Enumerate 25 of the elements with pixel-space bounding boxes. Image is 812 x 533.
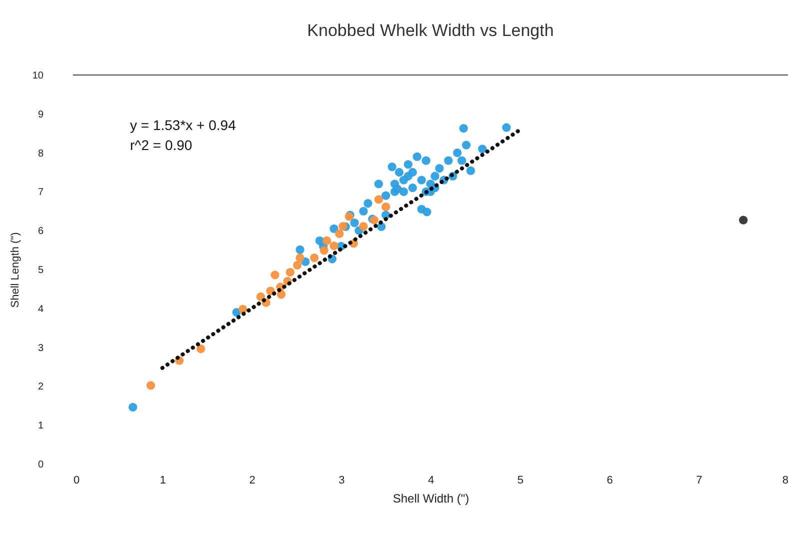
x-tick-label: 7 bbox=[696, 474, 702, 486]
y-tick-label: 0 bbox=[38, 460, 44, 470]
y-axis-title: Shell Length (") bbox=[9, 232, 22, 308]
y-tick-label: 3 bbox=[38, 342, 44, 354]
annotation: y = 1.53*x + 0.94 bbox=[130, 117, 236, 133]
x-tick-label: 4 bbox=[428, 474, 434, 486]
y-tick-label: 7 bbox=[38, 187, 44, 198]
x-tick-label: 8 bbox=[782, 474, 788, 486]
x-tick-label: 5 bbox=[517, 474, 524, 486]
annotation: r^2 = 0.90 bbox=[130, 137, 192, 153]
y-tick-label: 9 bbox=[38, 109, 44, 120]
x-tick-label: 6 bbox=[606, 474, 613, 486]
y-tick-label: 6 bbox=[38, 226, 44, 238]
x-tick-label: 3 bbox=[338, 474, 345, 486]
y-tick-label: 5 bbox=[38, 265, 44, 276]
y-tick-label: 1 bbox=[38, 420, 44, 432]
y-tick-label: 2 bbox=[38, 382, 44, 393]
x-tick-label: 0 bbox=[74, 474, 80, 486]
y-tick-label: 4 bbox=[38, 304, 44, 315]
chart-title: Knobbed Whelk Width vs Length bbox=[307, 21, 554, 40]
x-axis-title: Shell Width (") bbox=[392, 492, 470, 506]
x-tick-label: 2 bbox=[249, 474, 256, 486]
y-tick-label: 10 bbox=[32, 70, 44, 82]
x-tick-label: 1 bbox=[160, 474, 166, 486]
y-tick-label: 8 bbox=[38, 148, 44, 160]
